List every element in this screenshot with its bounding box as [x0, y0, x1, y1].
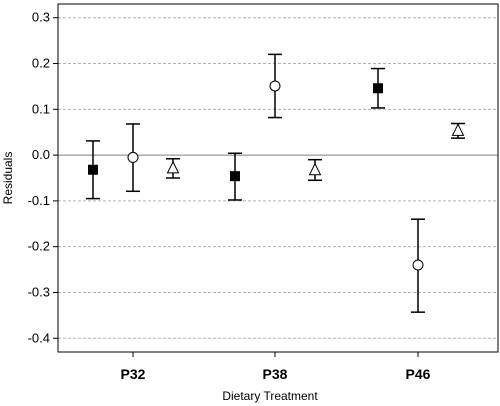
data-marks — [86, 53, 465, 313]
plot-border — [57, 3, 499, 353]
y-tick-label: -0.2 — [28, 239, 50, 254]
point-circle — [269, 80, 281, 92]
y-axis-ticks: 0.3 0.2 0.1 0.0 -0.1 -0.2 -0.3 -0.4 — [28, 10, 58, 345]
x-tick-label: P32 — [121, 366, 146, 382]
y-tick-label: 0.3 — [32, 10, 50, 25]
point-triangle — [451, 123, 465, 136]
y-tick-label: -0.4 — [28, 330, 50, 345]
point-triangle — [308, 162, 322, 176]
y-tick-label: 0.1 — [32, 101, 50, 116]
y-tick-label: -0.1 — [28, 193, 50, 208]
y-tick-label: 0.2 — [32, 56, 50, 71]
y-axis-label: Residuals — [1, 152, 15, 205]
x-axis-label: Dietary Treatment — [222, 389, 318, 403]
plot-frame — [57, 3, 499, 353]
point-square — [230, 171, 240, 182]
x-tick-label: P46 — [406, 366, 431, 382]
point-triangle — [166, 160, 180, 174]
point-circle — [412, 259, 424, 271]
x-tick-label: P38 — [263, 366, 288, 382]
point-circle — [127, 151, 139, 163]
x-axis-ticks: P32 P38 P46 — [121, 352, 431, 382]
y-tick-label: -0.3 — [28, 284, 50, 299]
y-tick-label: 0.0 — [32, 147, 50, 162]
point-square — [373, 83, 383, 94]
grid-lines — [58, 17, 498, 339]
point-square — [88, 164, 98, 175]
